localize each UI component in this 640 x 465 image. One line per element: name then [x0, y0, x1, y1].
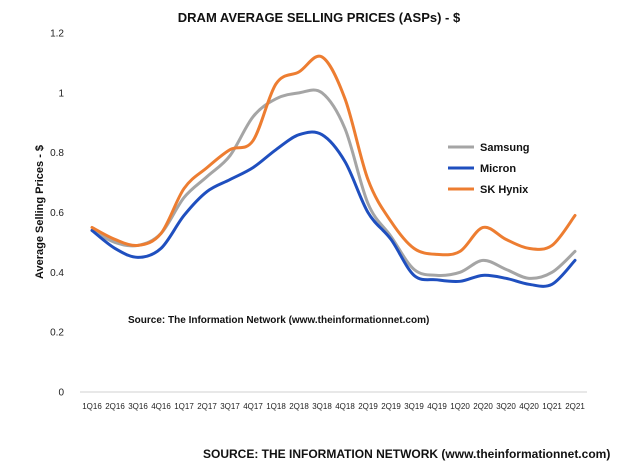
y-axis-label: Average Selling Prices - $: [34, 145, 46, 279]
x-tick-label: 1Q17: [174, 402, 194, 411]
x-tick-label: 3Q16: [128, 402, 148, 411]
x-tick-label: 2Q19: [358, 402, 378, 411]
x-tick-label: 1Q20: [450, 402, 470, 411]
source-annotation: Source: The Information Network (www.the…: [128, 315, 429, 326]
x-tick-label: 2Q21: [565, 402, 585, 411]
x-tick-label: 2Q20: [473, 402, 493, 411]
x-tick-label: 4Q16: [151, 402, 171, 411]
y-tick-label: 0.4: [50, 268, 64, 279]
y-tick-label: 1.2: [50, 29, 64, 40]
x-tick-label: 2Q19: [381, 402, 401, 411]
x-tick-label: 1Q18: [266, 402, 286, 411]
x-tick-label: 4Q19: [427, 402, 447, 411]
legend: Samsung Micron SK Hynix: [448, 142, 530, 196]
x-tick-label: 1Q16: [82, 402, 102, 411]
legend-label-samsung: Samsung: [480, 142, 530, 154]
y-tick-label: 0: [58, 388, 64, 399]
x-axis-ticks: 1Q16 2Q16 3Q16 4Q16 1Q17 2Q17 3Q17 4Q17 1Q18 2Q18…: [82, 402, 585, 411]
x-tick-label: 1Q21: [542, 402, 562, 411]
y-tick-label: 0.2: [50, 328, 64, 339]
x-tick-label: 2Q17: [197, 402, 217, 411]
series-lines: [90, 54, 577, 288]
x-tick-label: 4Q18: [335, 402, 355, 411]
x-tick-label: 3Q17: [220, 402, 240, 411]
y-tick-label: 0.6: [50, 208, 64, 219]
x-tick-label: 3Q19: [404, 402, 424, 411]
x-tick-label: 3Q20: [496, 402, 516, 411]
chart-title: DRAM AVERAGE SELLING PRICES (ASPs) - $: [178, 10, 461, 25]
source-footer: SOURCE: THE INFORMATION NETWORK (www.the…: [203, 447, 610, 461]
y-tick-label: 1: [58, 88, 64, 99]
x-tick-label: 2Q16: [105, 402, 125, 411]
y-axis-ticks: 0 0.2 0.4 0.6 0.8 1 1.2: [50, 29, 64, 399]
y-tick-label: 0.8: [50, 148, 64, 159]
legend-label-micron: Micron: [480, 163, 516, 175]
x-tick-label: 4Q20: [519, 402, 539, 411]
series-line-samsung: [90, 88, 577, 280]
series-line-sk-hynix: [90, 54, 577, 257]
x-tick-label: 4Q17: [243, 402, 263, 411]
series-line-micron: [90, 130, 577, 288]
legend-label-sk-hynix: SK Hynix: [480, 184, 529, 196]
x-tick-label: 3Q18: [312, 402, 332, 411]
x-tick-label: 2Q18: [289, 402, 309, 411]
